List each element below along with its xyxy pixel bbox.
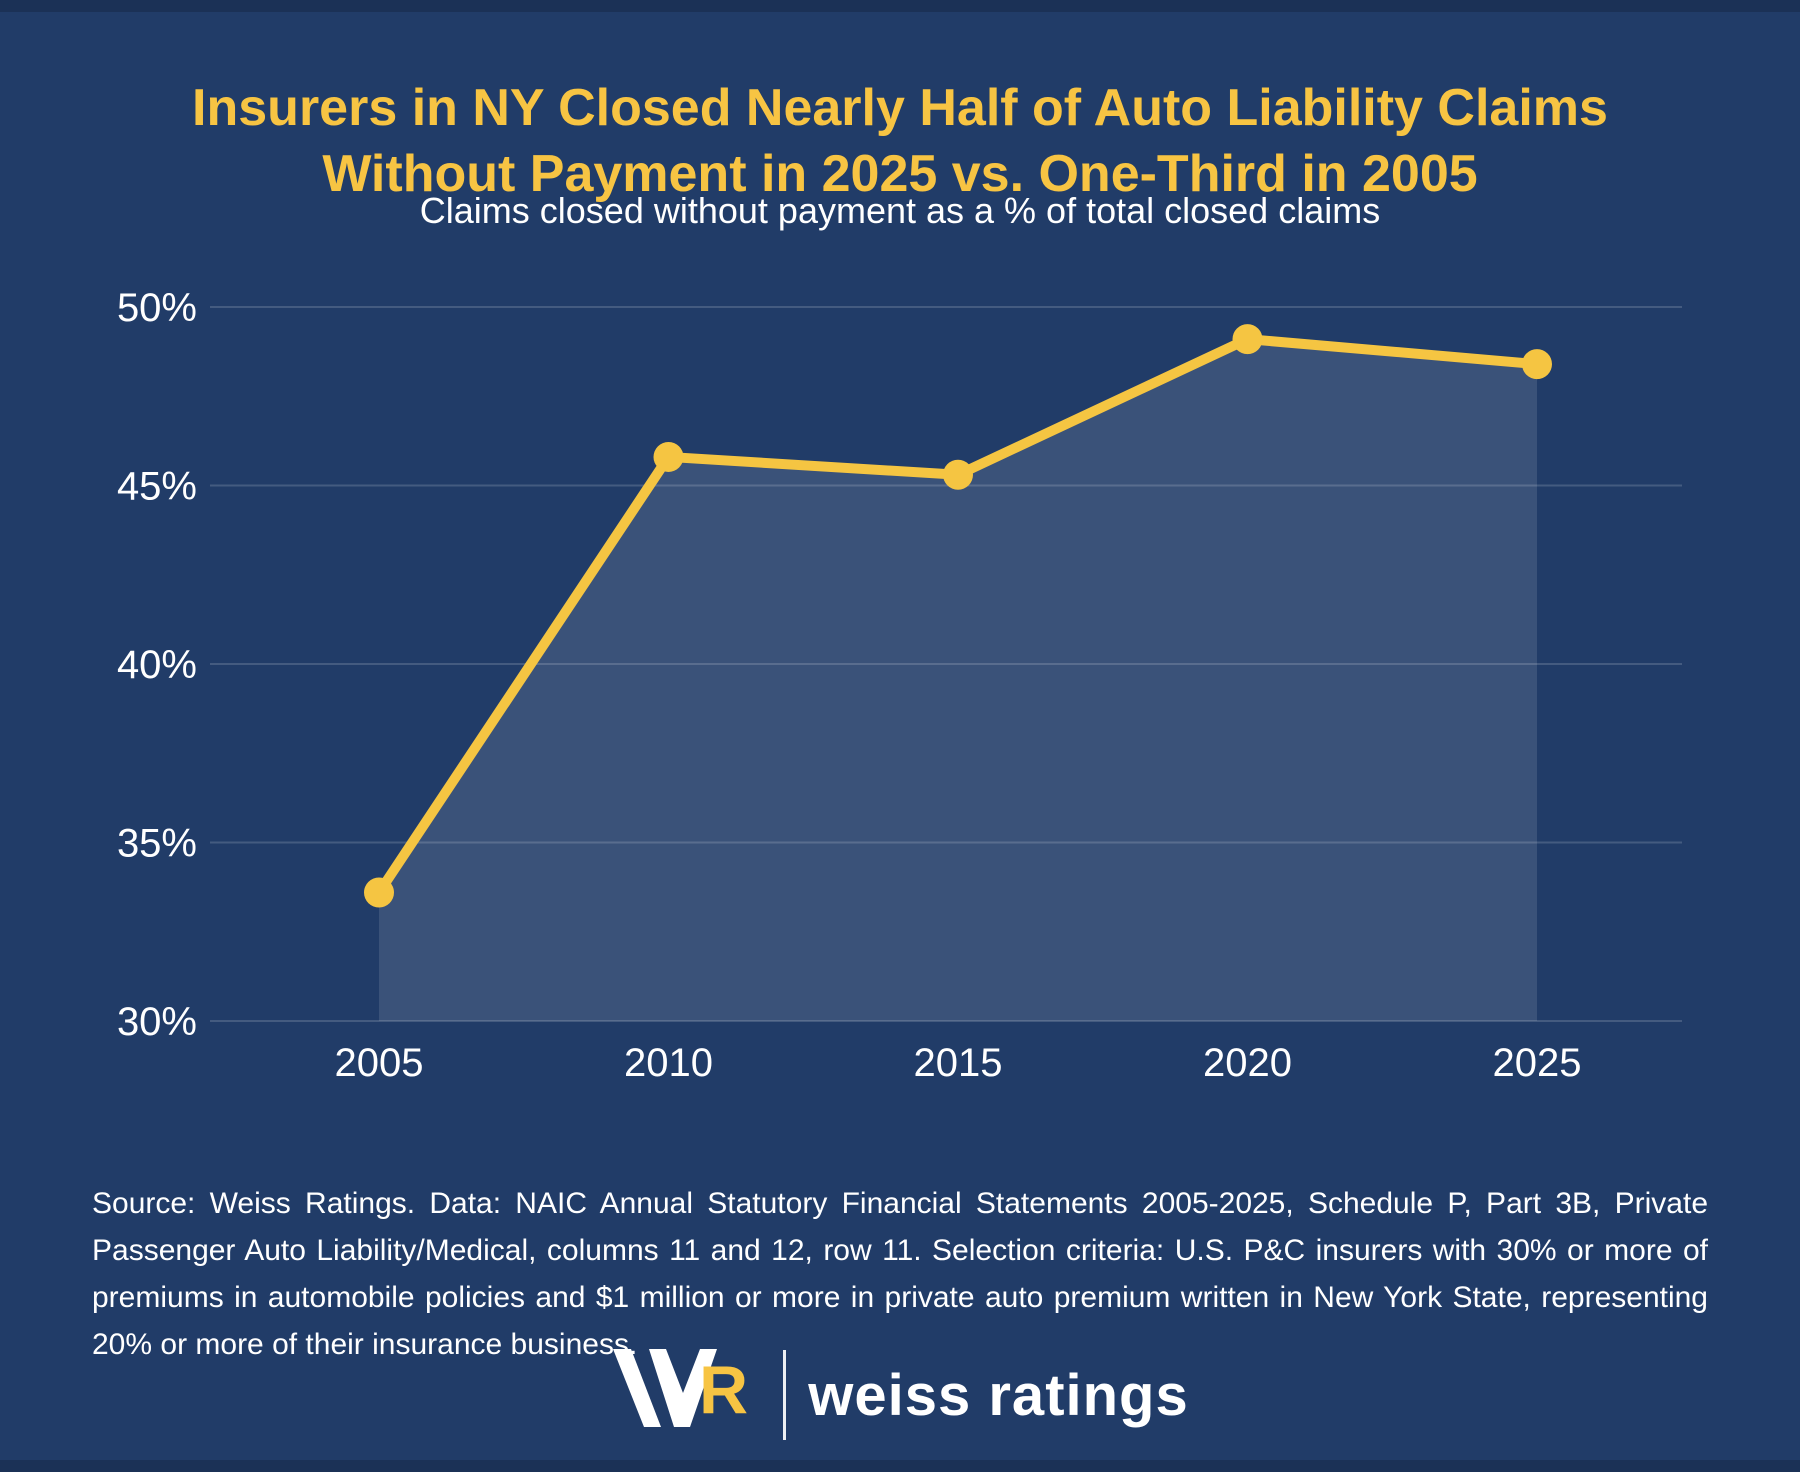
y-axis-label: 35% [117, 822, 197, 866]
logo-divider [783, 1350, 787, 1440]
x-axis-label: 2015 [914, 1041, 1003, 1085]
data-point [653, 441, 684, 472]
w-glyph [649, 1349, 718, 1427]
bottom-edge-strip [0, 1460, 1800, 1472]
x-axis-label: 2025 [1493, 1041, 1582, 1085]
y-axis-label: 50% [117, 286, 197, 330]
data-point [1522, 349, 1552, 380]
x-axis-label: 2005 [335, 1041, 424, 1085]
logo-wordmark: weiss ratings [808, 1362, 1189, 1428]
source-note: Source: Weiss Ratings. Data: NAIC Annual… [92, 1187, 1708, 1361]
chart-subtitle: Claims closed without payment as a % of … [419, 190, 1381, 231]
data-point [364, 877, 394, 908]
logo-monogram: R [613, 1349, 748, 1428]
data-point [943, 459, 973, 490]
page-title-line2: Without Payment in 2025 vs. One-Third in… [322, 144, 1478, 203]
brand-logo: R weiss ratings [0, 1340, 1800, 1450]
area-fill [379, 339, 1537, 1021]
x-axis-label: 2020 [1203, 1041, 1292, 1085]
data-point [1232, 324, 1263, 355]
r-glyph: R [699, 1352, 748, 1428]
page-title-line1: Insurers in NY Closed Nearly Half of Aut… [192, 78, 1608, 137]
y-axis-label: 45% [117, 465, 197, 509]
w-glyph-left-stroke [613, 1349, 662, 1427]
x-axis-label: 2010 [624, 1041, 713, 1085]
top-edge-strip [0, 0, 1800, 12]
y-axis-label: 30% [117, 1000, 197, 1044]
y-axis-label: 40% [117, 643, 197, 687]
page-title: Insurers in NY Closed Nearly Half of Aut… [0, 75, 1800, 207]
